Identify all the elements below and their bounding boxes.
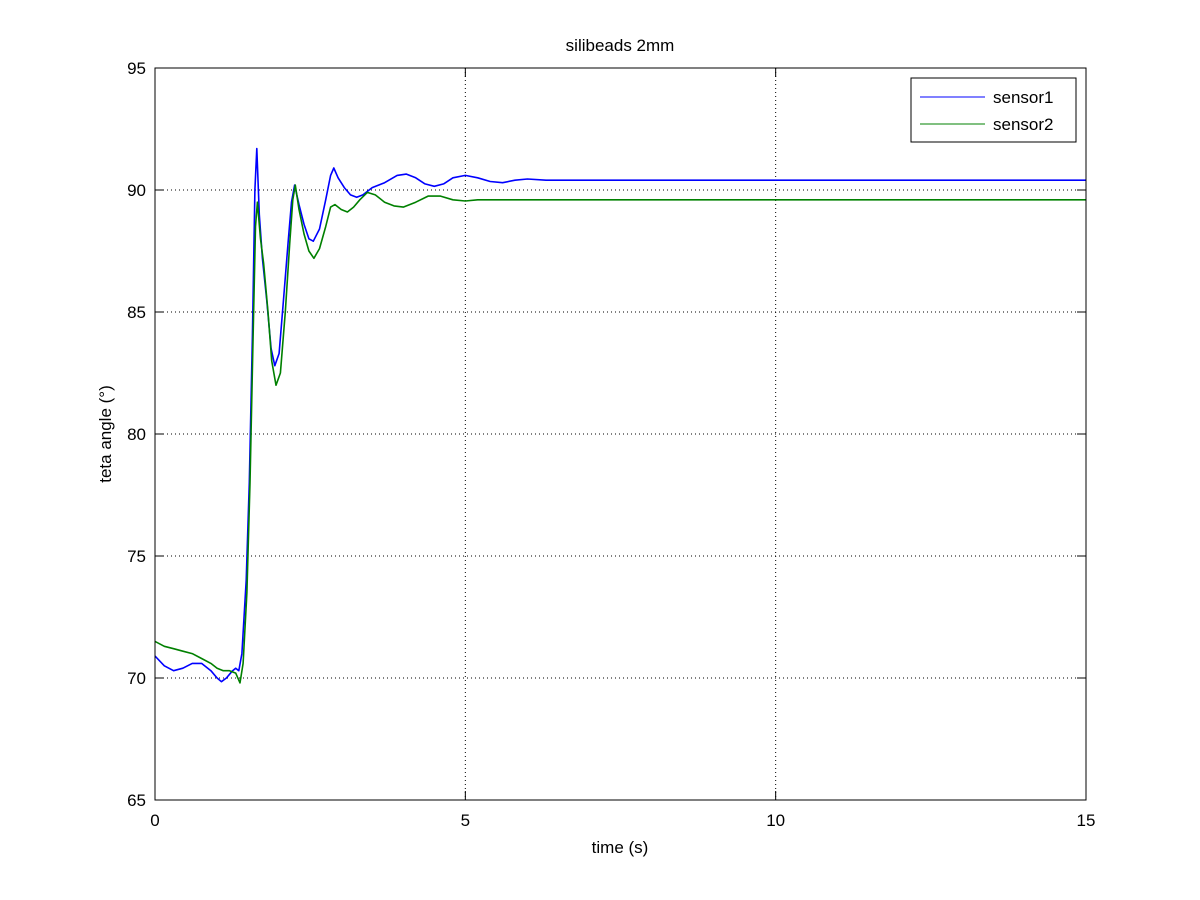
y-axis-label: teta angle (°) <box>96 385 115 483</box>
x-tick-label-1: 5 <box>461 811 470 830</box>
plot-area <box>155 68 1086 800</box>
y-tick-label-3: 80 <box>127 425 146 444</box>
series-line-sensor1 <box>155 147 1086 683</box>
x-axis-label: time (s) <box>592 838 649 857</box>
legend-entry-sensor2: sensor2 <box>993 115 1053 134</box>
x-tick-labels: 0 5 10 15 <box>150 811 1095 830</box>
y-tick-label-6: 95 <box>127 59 146 78</box>
series-group <box>155 147 1086 684</box>
series-line-sensor2 <box>155 184 1086 684</box>
x-tick-label-3: 15 <box>1077 811 1096 830</box>
x-tick-label-2: 10 <box>766 811 785 830</box>
y-tick-label-1: 70 <box>127 669 146 688</box>
y-tick-label-5: 90 <box>127 181 146 200</box>
chart-title: silibeads 2mm <box>566 36 675 55</box>
legend: sensor1 sensor2 <box>910 77 1077 143</box>
legend-box <box>910 77 1077 143</box>
y-tick-labels: 65 70 75 80 85 90 95 <box>127 59 146 810</box>
y-tick-label-2: 75 <box>127 547 146 566</box>
x-tick-label-0: 0 <box>150 811 159 830</box>
legend-entry-sensor1: sensor1 <box>993 88 1053 107</box>
axis-ticks <box>154 67 1087 801</box>
y-tick-label-0: 65 <box>127 791 146 810</box>
y-tick-label-4: 85 <box>127 303 146 322</box>
